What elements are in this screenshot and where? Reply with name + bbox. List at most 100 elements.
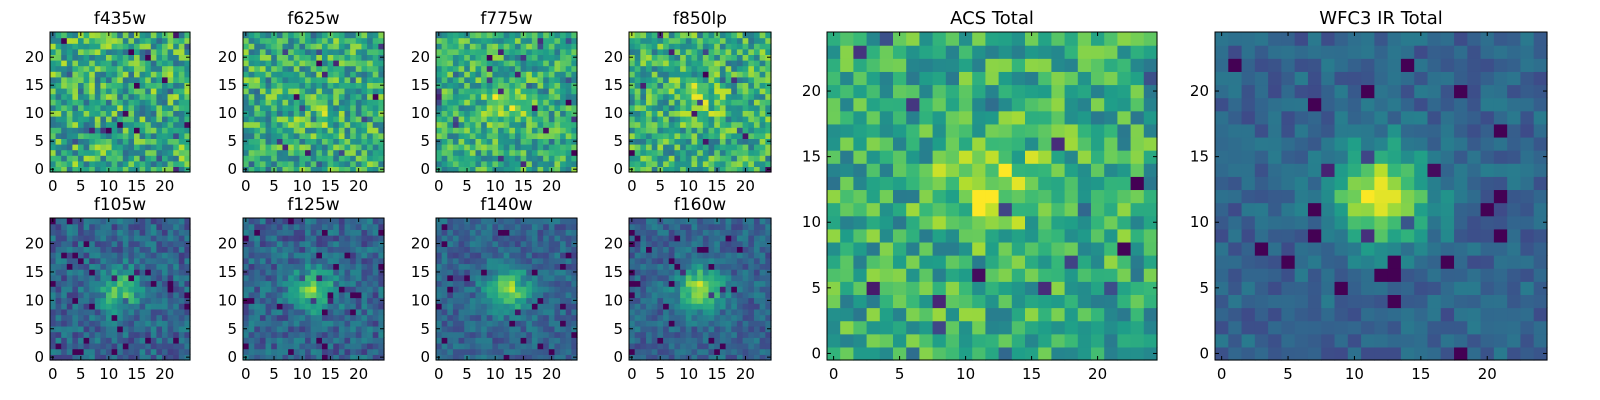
heatmap-cell (486, 60, 493, 67)
heatmap-cell (344, 65, 351, 72)
heatmap-cell (72, 116, 79, 123)
heatmap-cell (685, 144, 693, 151)
heatmap-cell (537, 354, 544, 361)
heatmap-cell (106, 297, 113, 304)
heatmap-cell (748, 303, 755, 310)
heatmap-cell (321, 76, 329, 83)
heatmap-cell (475, 263, 482, 270)
heatmap-cell (702, 331, 710, 338)
heatmap-cell (361, 116, 368, 123)
heatmap-cell (548, 342, 556, 350)
heatmap-cell (759, 54, 766, 61)
heatmap-cell (167, 263, 174, 270)
heatmap-cell (338, 263, 346, 270)
heatmap-cell (83, 291, 90, 299)
heatmap-cell (708, 155, 715, 162)
heatmap-cell (514, 286, 522, 293)
heatmap-cell (305, 99, 312, 106)
heatmap-cell (55, 138, 62, 145)
heatmap-cell (742, 121, 749, 128)
y-tick-label: 5 (420, 132, 430, 150)
heatmap-cell (565, 348, 572, 355)
heatmap-cell (503, 354, 510, 361)
heatmap-cell (509, 342, 516, 350)
heatmap-cell (481, 144, 488, 151)
heatmap-cell (288, 337, 295, 344)
heatmap-cell (299, 48, 306, 55)
heatmap-cell (248, 337, 255, 344)
heatmap-cell (663, 110, 670, 117)
heatmap-cell (531, 37, 539, 44)
heatmap-cell (327, 331, 334, 338)
heatmap-cell (72, 138, 79, 145)
heatmap-cell (469, 93, 477, 100)
heatmap-cell (100, 132, 107, 139)
heatmap-cell (680, 166, 687, 173)
heatmap-cell (89, 274, 96, 282)
heatmap-cell (72, 99, 79, 106)
heatmap-cell (310, 297, 317, 304)
heatmap-cell (503, 144, 510, 151)
heatmap-cell (89, 246, 96, 253)
heatmap-cell (520, 223, 527, 230)
heatmap-cell (162, 160, 169, 167)
heatmap-cell (719, 71, 727, 78)
heatmap-cell (50, 337, 57, 344)
heatmap-cell (150, 32, 157, 39)
heatmap-cell (765, 144, 772, 151)
heatmap-cell (344, 246, 351, 253)
heatmap-cell (327, 76, 334, 83)
heatmap-cell (736, 43, 744, 50)
heatmap-cell (458, 166, 465, 173)
heatmap-cell (543, 308, 550, 316)
heatmap-cell (537, 71, 544, 78)
heatmap-cell (122, 104, 129, 111)
heatmap-cell (111, 110, 118, 117)
heatmap-cell (94, 138, 101, 145)
heatmap-cell (520, 331, 527, 338)
heatmap-cell (72, 93, 79, 100)
heatmap-cell (509, 297, 516, 304)
heatmap-cell (276, 65, 284, 72)
heatmap-cell (725, 291, 732, 299)
heatmap-cell (646, 325, 653, 333)
heatmap-cell (674, 149, 681, 156)
heatmap-cell (629, 160, 636, 167)
heatmap-cell (350, 229, 357, 236)
heatmap-cell (83, 280, 90, 287)
heatmap-cell (753, 104, 761, 111)
heatmap-cell (685, 291, 693, 299)
heatmap-cell (565, 132, 572, 139)
heatmap-cell (378, 246, 385, 253)
heatmap-cell (554, 280, 561, 287)
heatmap-cell (156, 88, 163, 95)
heatmap-cell (464, 325, 471, 333)
heatmap-cell (61, 223, 68, 230)
heatmap-cell (167, 149, 174, 156)
heatmap-cell (697, 354, 704, 361)
heatmap-cell (333, 257, 340, 265)
heatmap-cell (554, 348, 561, 355)
heatmap-cell (725, 297, 732, 304)
heatmap-cell (514, 337, 522, 344)
heatmap-cell (288, 308, 295, 316)
heatmap-cell (526, 149, 533, 156)
heatmap-cell (139, 229, 146, 236)
heatmap-cell (94, 320, 101, 327)
heatmap-cell (288, 218, 295, 225)
heatmap-cell (293, 274, 300, 282)
heatmap-cell (548, 229, 556, 236)
heatmap-cell (338, 144, 346, 151)
heatmap-cell (759, 116, 766, 123)
heatmap-cell (560, 235, 567, 242)
heatmap-cell (663, 104, 670, 111)
heatmap-cell (139, 246, 146, 253)
heatmap-cell (50, 229, 57, 236)
heatmap-cell (150, 280, 157, 287)
heatmap-cell (265, 54, 272, 61)
heatmap-cell (316, 280, 323, 287)
heatmap-cell (378, 104, 385, 111)
heatmap-cell (72, 348, 79, 355)
y-tick-label: 0 (420, 348, 430, 366)
heatmap-cell (173, 127, 180, 134)
